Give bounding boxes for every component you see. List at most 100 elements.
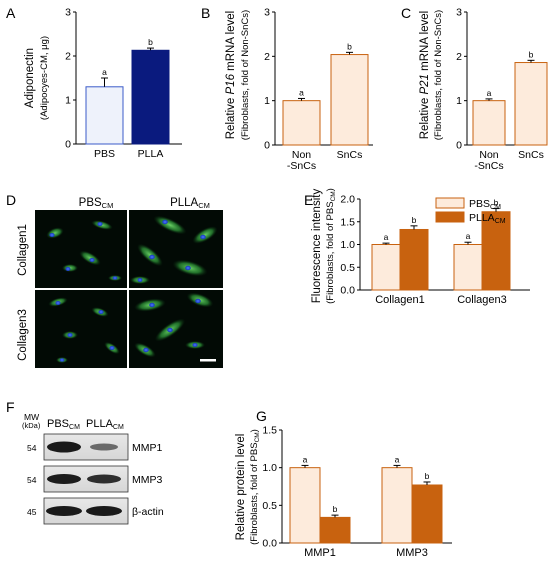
bar xyxy=(399,228,429,291)
y-tick-label: 2 xyxy=(456,51,462,63)
fluorescence-image-plla-collagen3 xyxy=(129,290,223,368)
fluorescence-image-plla-collagen1 xyxy=(129,210,223,288)
x-tick-label: -SnCs xyxy=(474,160,503,172)
panel-letter-g: G xyxy=(256,408,267,424)
lane-label-pbs: PBSCM xyxy=(47,418,80,431)
panel-letter-d: D xyxy=(6,192,16,208)
y-tick-label: 0 xyxy=(456,140,462,152)
panel-letter-c: C xyxy=(401,5,411,21)
y-tick-label: 1.5 xyxy=(340,216,355,228)
significance-letter: a xyxy=(303,454,308,464)
panel-letter-f: F xyxy=(6,399,15,415)
scale-bar xyxy=(200,359,216,362)
protein-label: MMP3 xyxy=(132,474,162,486)
row-label-collagen3: Collagen3 xyxy=(17,309,29,361)
y-tick-label: 1 xyxy=(264,95,270,107)
x-tick-label: SnCs xyxy=(337,149,363,161)
x-tick-label: -SnCs xyxy=(287,160,316,172)
significance-letter: a xyxy=(102,67,107,77)
panel-letter-e: E xyxy=(304,192,313,208)
bar xyxy=(381,467,413,544)
y-tick-label: 1.0 xyxy=(262,462,277,474)
significance-letter: a xyxy=(299,87,304,97)
y-tick-label: 1.5 xyxy=(262,425,277,437)
panel-f: MW (kDa) PBSCM PLLACM 54 MMP1 54 MMP3 45… xyxy=(22,412,164,525)
y-axis-label: Adiponectin xyxy=(24,48,36,108)
panel-letter-b: B xyxy=(201,5,210,21)
x-tick-label: MMP3 xyxy=(396,547,428,559)
mw-value: 54 xyxy=(27,475,37,485)
col-title-plla: PLLACM xyxy=(170,197,210,210)
y-axis-label-2: (Adipocyes-CM, μg) xyxy=(39,36,50,120)
blot-row-beta-actin: 45 β-actin xyxy=(27,497,164,525)
y-tick-label: 3 xyxy=(65,7,71,19)
bar xyxy=(472,100,506,146)
bar xyxy=(319,516,351,544)
y-axis-label-2: (Fibroblasts, fold of Non-SnCs) xyxy=(433,10,444,140)
bar xyxy=(131,49,170,145)
legend-label: PBSCM xyxy=(469,198,501,211)
x-tick-label: Non xyxy=(479,149,498,161)
bar xyxy=(411,484,443,544)
x-tick-label: PBS xyxy=(94,148,115,160)
bar xyxy=(514,62,548,146)
y-axis-label-2: (Fibroblasts, fold of Non-SnCs) xyxy=(240,10,251,140)
y-tick-label: 0 xyxy=(65,139,71,151)
chart-c: 0 1 2 3 a Non-SnCs b SnCs Relative P21 mRNA leve… xyxy=(419,7,548,172)
bar xyxy=(371,244,401,291)
mw-unit: (kDa) xyxy=(22,421,41,430)
y-axis-label: Relative protein level xyxy=(235,434,247,541)
significance-letter: b xyxy=(347,41,352,51)
y-tick-label: 1 xyxy=(65,95,71,107)
bar xyxy=(282,100,321,146)
mw-label: MW xyxy=(24,412,39,422)
row-label-collagen1: Collagen1 xyxy=(17,224,29,276)
y-axis-label: Relative P16 mRNA level xyxy=(225,11,237,140)
bar xyxy=(85,86,124,145)
significance-letter: b xyxy=(412,215,417,225)
y-tick-label: 0.0 xyxy=(340,285,355,297)
y-tick-label: 3 xyxy=(456,7,462,19)
y-tick-label: 0.5 xyxy=(340,262,355,274)
significance-letter: a xyxy=(466,231,471,241)
chart-e: 0.0 0.5 1.0 1.5 2.0 a b Collagen1 a b Collagen3 Flu… xyxy=(311,188,530,306)
y-tick-label: 0 xyxy=(264,140,270,152)
bar xyxy=(453,244,483,291)
significance-letter: b xyxy=(333,504,338,514)
significance-letter: a xyxy=(384,232,389,242)
legend-swatch xyxy=(435,197,465,209)
significance-letter: b xyxy=(529,49,534,59)
fluorescence-image-pbs-collagen3 xyxy=(35,290,127,368)
bar xyxy=(330,54,369,146)
legend-label: PLLACM xyxy=(469,212,506,225)
y-axis-label: Relative P21 mRNA level xyxy=(419,11,431,140)
blot-row-mmp3: 54 MMP3 xyxy=(27,465,162,493)
y-tick-label: 0.0 xyxy=(262,538,277,550)
chart-a: 0 1 2 3 a PBS b PLLA Adiponectin (Adipocyes-CM, μ… xyxy=(24,7,182,160)
blot-row-mmp1: 54 MMP1 xyxy=(27,433,162,461)
y-tick-label: 1 xyxy=(456,95,462,107)
y-tick-label: 1.0 xyxy=(340,239,355,251)
x-tick-label: SnCs xyxy=(518,149,544,161)
y-tick-label: 0.5 xyxy=(262,500,277,512)
significance-letter: b xyxy=(148,37,153,47)
x-tick-label: PLLA xyxy=(138,148,164,160)
protein-label: MMP1 xyxy=(132,442,162,454)
lane-label-plla: PLLACM xyxy=(86,418,124,431)
significance-letter: a xyxy=(395,454,400,464)
y-axis-label: Fluorescence intensity xyxy=(311,189,323,304)
chart-g: 0.0 0.5 1.0 1.5 a b MMP1 a b MMP3 Relative protein… xyxy=(235,425,452,559)
protein-label: β-actin xyxy=(132,506,164,518)
significance-letter: b xyxy=(425,471,430,481)
y-axis-label-2: (Fibroblasts, fold of PBSCM) xyxy=(325,188,337,304)
x-tick-label: Non xyxy=(292,149,311,161)
x-tick-label: Collagen1 xyxy=(375,294,425,306)
legend-swatch xyxy=(435,211,465,223)
x-tick-label: Collagen3 xyxy=(457,294,507,306)
mw-value: 54 xyxy=(27,443,37,453)
y-tick-label: 3 xyxy=(264,7,270,19)
mw-value: 45 xyxy=(27,507,37,517)
y-tick-label: 2 xyxy=(65,51,71,63)
fluorescence-image-pbs-collagen1 xyxy=(35,210,127,288)
y-tick-label: 2 xyxy=(264,51,270,63)
